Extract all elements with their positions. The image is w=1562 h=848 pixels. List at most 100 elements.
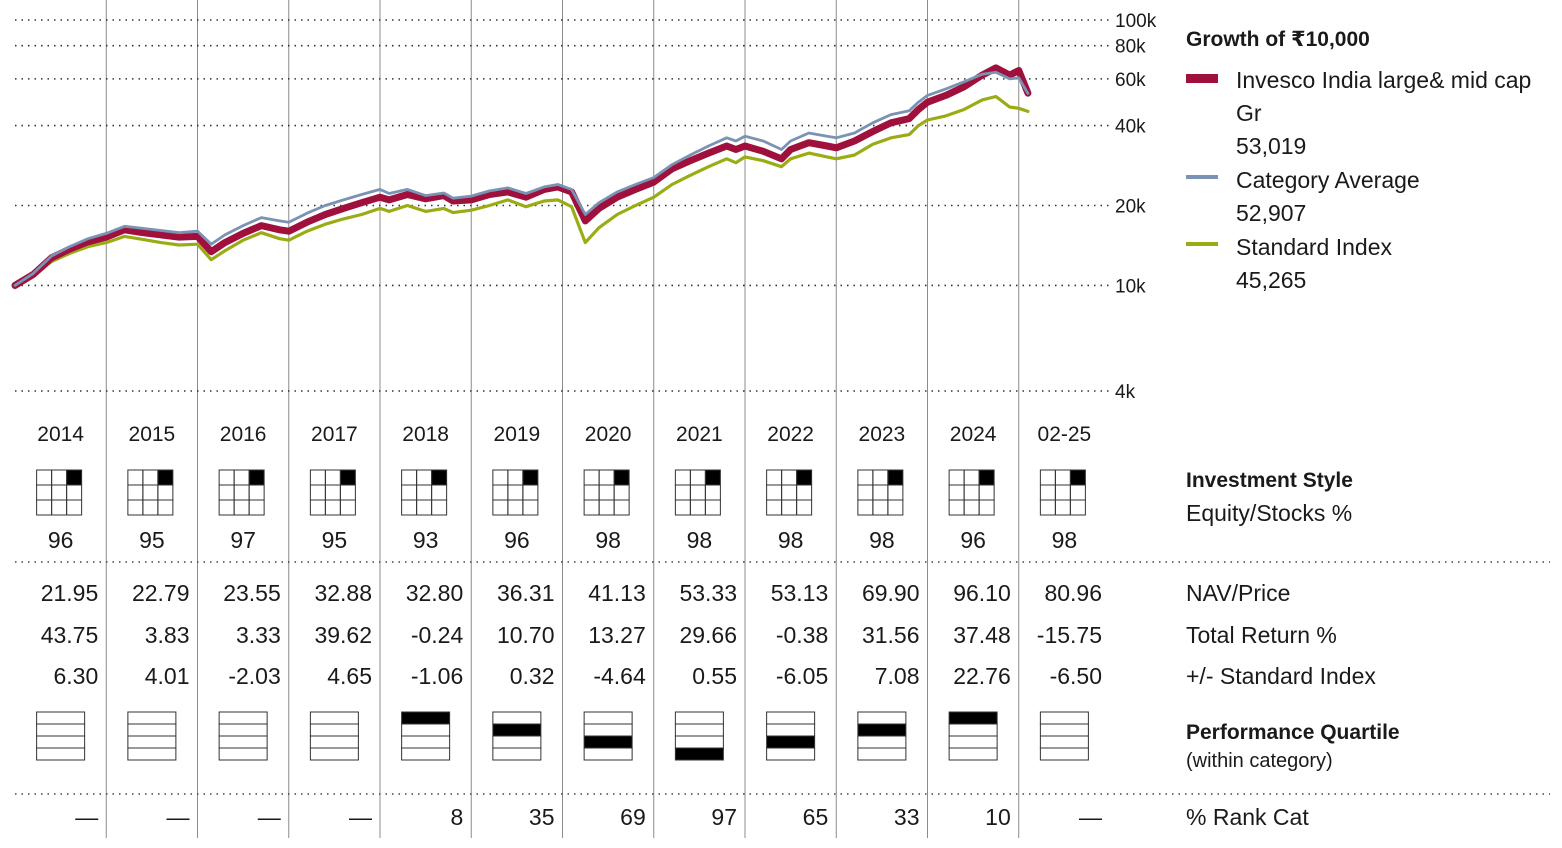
year-label: 2021: [676, 423, 723, 446]
y-axis-ticks: 100k 80k 60k 40k 20k 10k 4k: [1115, 11, 1157, 403]
quartile-box-icon: [766, 711, 816, 761]
table-cell: -6.50: [1050, 663, 1102, 689]
table-cell: 32.80: [406, 580, 464, 606]
legend-index-name: Standard Index: [1236, 234, 1393, 260]
equity-pct: 96: [504, 527, 530, 553]
rank-value: 33: [894, 804, 920, 830]
table-cell: 53.13: [771, 580, 829, 606]
table-cell: 7.08: [875, 663, 920, 689]
quartile-box-icon: [857, 711, 907, 761]
table-cell: 80.96: [1044, 580, 1102, 606]
series-line-category-average: [13, 70, 1030, 287]
legend-fund-value: 53,019: [1236, 133, 1306, 159]
vs-index-label: +/- Standard Index: [1186, 663, 1376, 689]
style-box-icon: [127, 469, 174, 516]
style-box-icon: [36, 469, 83, 516]
year-label: 2014: [37, 423, 84, 446]
year-label: 2022: [767, 423, 814, 446]
quartile-box-icon: [1039, 711, 1089, 761]
table-cell: 32.88: [314, 580, 372, 606]
table-cell: -6.05: [776, 663, 828, 689]
equity-pct: 98: [687, 527, 713, 553]
equity-pct: 96: [960, 527, 986, 553]
chart-series: [11, 64, 1032, 290]
quartile-subtitle: (within category): [1186, 750, 1333, 772]
row-labels: Investment Style Equity/Stocks % NAV/Pri…: [1186, 469, 1400, 830]
style-box-icon: [766, 469, 813, 516]
rank-value: 35: [529, 804, 555, 830]
rank-value: 97: [711, 804, 737, 830]
table-cell: 31.56: [862, 622, 920, 648]
style-box-icon: [674, 469, 721, 516]
table-cell: 0.55: [692, 663, 737, 689]
table-cell: 23.55: [223, 580, 281, 606]
equity-pct: 97: [230, 527, 256, 553]
table-cell: 53.33: [679, 580, 737, 606]
year-label: 2016: [220, 423, 267, 446]
year-label: 2017: [311, 423, 358, 446]
year-label: 2015: [129, 423, 176, 446]
year-label: 2019: [494, 423, 541, 446]
year-label: 2023: [859, 423, 906, 446]
table-cell: 13.27: [588, 622, 646, 648]
quartile-box-icon: [492, 711, 542, 761]
rank-value: —: [75, 804, 98, 830]
quartile-box-icon: [309, 711, 359, 761]
equity-pct: 95: [322, 527, 348, 553]
rank-value: —: [167, 804, 190, 830]
table-cell: -4.64: [593, 663, 646, 689]
equity-pct: 93: [413, 527, 439, 553]
table-cell: -0.38: [776, 622, 828, 648]
style-box-icon: [857, 469, 904, 516]
table-cell: 29.66: [679, 622, 737, 648]
rank-value: 10: [985, 804, 1011, 830]
table-cell: 36.31: [497, 580, 555, 606]
series-line-standard-index: [13, 94, 1030, 290]
table-cell: 96.10: [953, 580, 1011, 606]
table-cell: 10.70: [497, 622, 555, 648]
table-cell: 37.48: [953, 622, 1011, 648]
style-box-icon: [218, 469, 265, 516]
column-data: 2014 96 21.95 43.75 6.30 — 2015 95 22.79 3.83 4.01…: [36, 423, 1102, 830]
rank-value: 8: [450, 804, 463, 830]
quartile-box-icon: [401, 711, 451, 761]
legend-index-value: 45,265: [1236, 267, 1306, 293]
quartile-box-icon: [674, 711, 724, 761]
style-box-icon: [492, 469, 539, 516]
table-cell: 21.95: [41, 580, 99, 606]
year-label: 2024: [950, 423, 997, 446]
quartile-box-icon: [583, 711, 633, 761]
table-cell: 3.33: [236, 622, 281, 648]
style-box-icon: [309, 469, 356, 516]
chart-grid: [15, 0, 1550, 838]
rank-label: % Rank Cat: [1186, 804, 1309, 830]
legend-category-value: 52,907: [1236, 200, 1306, 226]
quartile-title: Performance Quartile: [1186, 721, 1400, 744]
y-tick-label: 4k: [1115, 382, 1136, 403]
table-cell: -1.06: [411, 663, 463, 689]
legend-swatch-index: [1186, 242, 1218, 246]
legend-category-name: Category Average: [1236, 167, 1420, 193]
style-title: Investment Style: [1186, 469, 1353, 492]
rank-value: 65: [803, 804, 829, 830]
table-cell: 0.32: [510, 663, 555, 689]
legend-swatch-fund: [1186, 74, 1218, 83]
quartile-box-icon: [218, 711, 268, 761]
equity-pct: 98: [595, 527, 621, 553]
total-return-label: Total Return %: [1186, 622, 1337, 648]
legend-swatch-category: [1186, 175, 1218, 179]
rank-value: 69: [620, 804, 646, 830]
table-cell: 41.13: [588, 580, 646, 606]
year-label: 2018: [402, 423, 449, 446]
table-cell: -15.75: [1037, 622, 1102, 648]
legend-fund-name-line2: Gr: [1236, 100, 1262, 126]
style-box-icon: [948, 469, 995, 516]
legend-fund-name: Invesco India large& mid cap: [1236, 67, 1531, 93]
table-cell: 69.90: [862, 580, 920, 606]
y-tick-label: 60k: [1115, 70, 1146, 91]
table-cell: 22.76: [953, 663, 1011, 689]
table-cell: 39.62: [314, 622, 372, 648]
table-cell: -0.24: [411, 622, 464, 648]
equity-pct: 96: [48, 527, 74, 553]
